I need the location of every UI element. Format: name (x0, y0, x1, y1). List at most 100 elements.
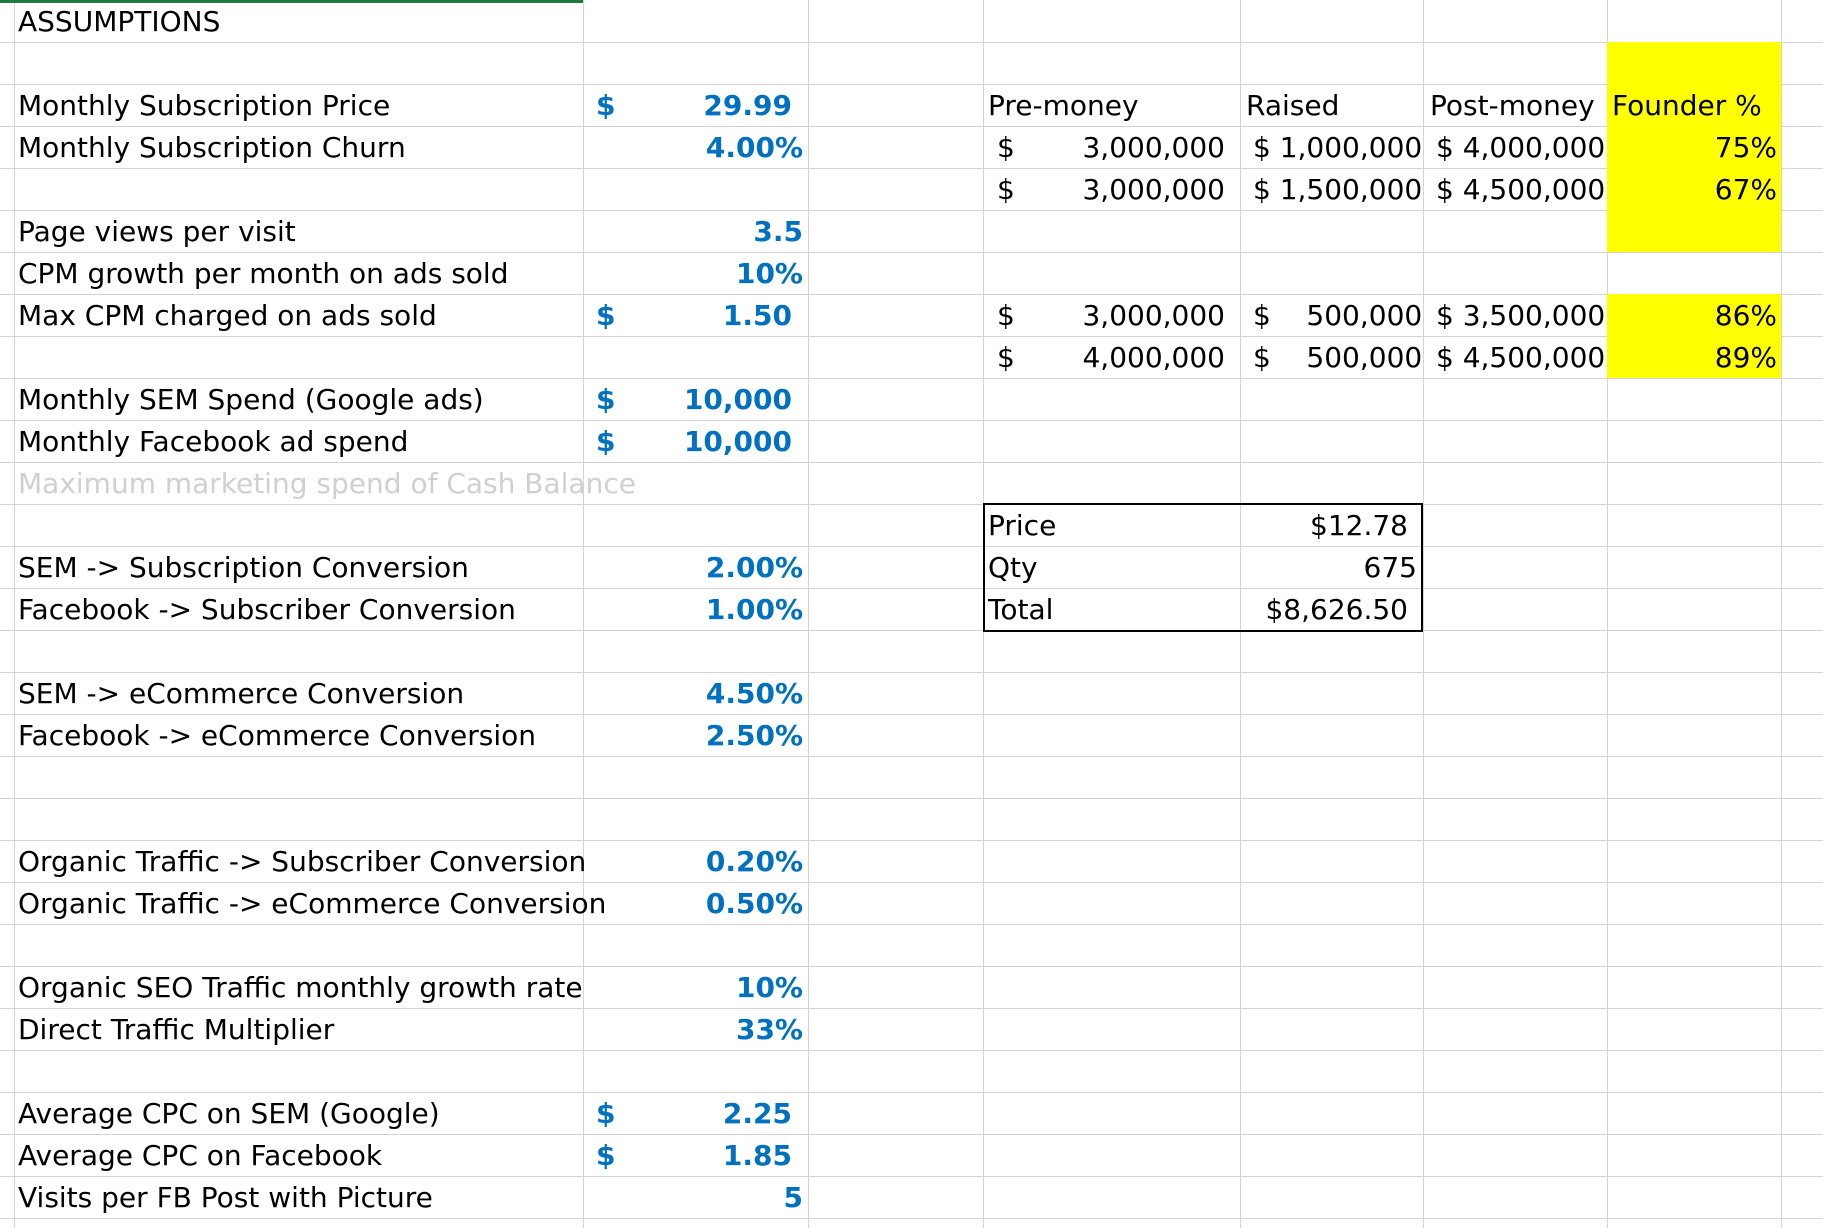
funding-founder-pct[interactable]: 86% (1714, 299, 1777, 332)
assumption-value[interactable]: 2.50% (705, 719, 803, 752)
row-gridline (0, 630, 1823, 631)
assumption-label[interactable]: Visits per FB Post with Picture (18, 1181, 433, 1214)
assumption-value[interactable]: 2.25 (722, 1097, 792, 1130)
funding-currency-sign: $ (997, 131, 1015, 164)
pricing-summary-box (983, 503, 1423, 632)
assumption-label[interactable]: Facebook -> eCommerce Conversion (18, 719, 537, 752)
assumption-label[interactable]: Direct Traffic Multiplier (18, 1013, 335, 1046)
assumption-value[interactable]: 4.00% (705, 131, 803, 164)
assumption-value[interactable]: 10% (735, 971, 803, 1004)
funding-raised[interactable]: $ 1,500,000 (1253, 173, 1423, 206)
funding-header-post-money[interactable]: Post-money (1430, 89, 1595, 122)
column-gridline (1240, 0, 1241, 1228)
row-gridline (0, 588, 1823, 589)
funding-header-pre-money[interactable]: Pre-money (988, 89, 1139, 122)
assumption-value[interactable]: 10% (735, 257, 803, 290)
row-gridline (0, 168, 1823, 169)
row-gridline (0, 336, 1823, 337)
row-gridline (0, 1008, 1823, 1009)
funding-founder-pct[interactable]: 89% (1714, 341, 1777, 374)
assumption-label[interactable]: Organic Traffic -> Subscriber Conversion (18, 845, 587, 878)
assumption-label[interactable]: Page views per visit (18, 215, 296, 248)
funding-pre-money[interactable]: 4,000,000 (1082, 341, 1225, 374)
active-cell-border (0, 0, 583, 3)
pricing-qty-value[interactable]: 675 (1363, 551, 1417, 584)
assumption-value[interactable]: 29.99 (703, 89, 792, 122)
currency-sign: $ (596, 383, 616, 416)
assumption-value[interactable]: 3.5 (753, 215, 803, 248)
funding-post-money[interactable]: $ 4,000,000 (1436, 131, 1606, 164)
currency-sign: $ (596, 1097, 616, 1130)
row-gridline (0, 126, 1823, 127)
sheet-title[interactable]: ASSUMPTIONS (18, 5, 221, 38)
funding-raised[interactable]: $ 1,000,000 (1253, 131, 1423, 164)
assumption-label[interactable]: Maximum marketing spend of Cash Balance (18, 467, 636, 500)
pricing-total-value[interactable]: $8,626.50 (1265, 593, 1408, 626)
row-gridline (0, 294, 1823, 295)
funding-pre-money[interactable]: 3,000,000 (1082, 299, 1225, 332)
assumption-label[interactable]: Monthly Subscription Price (18, 89, 391, 122)
pricing-qty-label[interactable]: Qty (988, 551, 1038, 584)
assumption-label[interactable]: Average CPC on SEM (Google) (18, 1097, 440, 1130)
funding-post-money[interactable]: $ 3,500,000 (1436, 299, 1606, 332)
assumption-label[interactable]: Max CPM charged on ads sold (18, 299, 437, 332)
assumption-value[interactable]: 2.00% (705, 551, 803, 584)
pricing-price-value[interactable]: $12.78 (1310, 509, 1408, 542)
funding-raised[interactable]: $ 500,000 (1253, 341, 1423, 374)
row-gridline (0, 840, 1823, 841)
assumption-label[interactable]: SEM -> eCommerce Conversion (18, 677, 465, 710)
assumption-label[interactable]: Organic Traffic -> eCommerce Conversion (18, 887, 607, 920)
column-gridline (808, 0, 809, 1228)
assumption-value[interactable]: 1.85 (722, 1139, 792, 1172)
row-gridline (0, 714, 1823, 715)
row-gridline (0, 882, 1823, 883)
assumption-value[interactable]: 1.50 (722, 299, 792, 332)
assumption-label[interactable]: Monthly SEM Spend (Google ads) (18, 383, 484, 416)
funding-pre-money[interactable]: 3,000,000 (1082, 131, 1225, 164)
column-gridline (583, 0, 584, 1228)
row-gridline (0, 1092, 1823, 1093)
funding-currency-sign: $ (997, 341, 1015, 374)
funding-founder-pct[interactable]: 67% (1714, 173, 1777, 206)
row-gridline (0, 546, 1823, 547)
funding-post-money[interactable]: $ 4,500,000 (1436, 341, 1606, 374)
funding-header-raised[interactable]: Raised (1246, 89, 1340, 122)
founder-highlight-block (1607, 42, 1781, 252)
assumption-label[interactable]: Organic SEO Traffic monthly growth rate (18, 971, 583, 1004)
assumption-value[interactable]: 10,000 (683, 425, 792, 458)
assumption-value[interactable]: 33% (735, 1013, 803, 1046)
assumption-value[interactable]: 1.00% (705, 593, 803, 626)
funding-founder-pct[interactable]: 75% (1714, 131, 1777, 164)
funding-raised[interactable]: $ 500,000 (1253, 299, 1423, 332)
currency-sign: $ (596, 1139, 616, 1172)
funding-pre-money[interactable]: 3,000,000 (1082, 173, 1225, 206)
row-gridline (0, 210, 1823, 211)
assumption-label[interactable]: Average CPC on Facebook (18, 1139, 383, 1172)
assumption-label[interactable]: Facebook -> Subscriber Conversion (18, 593, 516, 626)
assumption-value[interactable]: 0.50% (705, 887, 803, 920)
row-gridline (0, 966, 1823, 967)
assumption-label[interactable]: Monthly Subscription Churn (18, 131, 406, 164)
assumption-value[interactable]: 0.20% (705, 845, 803, 878)
assumption-label[interactable]: SEM -> Subscription Conversion (18, 551, 469, 584)
row-gridline (0, 1176, 1823, 1177)
row-gridline (0, 756, 1823, 757)
assumption-value[interactable]: 4.50% (705, 677, 803, 710)
assumption-value[interactable]: 10,000 (683, 383, 792, 416)
founder-highlight-block (1607, 294, 1781, 378)
row-gridline (0, 1050, 1823, 1051)
pricing-price-label[interactable]: Price (988, 509, 1057, 542)
funding-header-founder-pct[interactable]: Founder % (1612, 89, 1762, 122)
column-gridline (1423, 0, 1424, 1228)
assumption-label[interactable]: CPM growth per month on ads sold (18, 257, 509, 290)
row-gridline (0, 462, 1823, 463)
currency-sign: $ (596, 89, 616, 122)
assumption-value[interactable]: 5 (783, 1181, 803, 1214)
row-gridline (0, 672, 1823, 673)
assumption-label[interactable]: Monthly Facebook ad spend (18, 425, 409, 458)
column-gridline (14, 0, 15, 1228)
pricing-total-label[interactable]: Total (988, 593, 1054, 626)
row-gridline (0, 504, 1823, 505)
funding-post-money[interactable]: $ 4,500,000 (1436, 173, 1606, 206)
